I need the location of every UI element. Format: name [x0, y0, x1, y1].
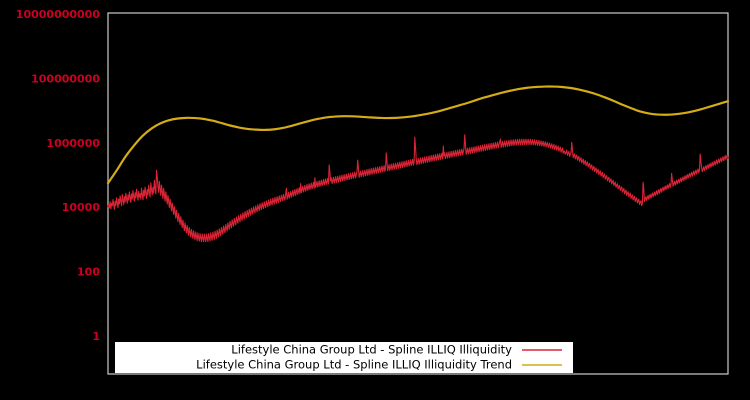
plot-area-background — [108, 13, 728, 374]
plot-area-frame — [107, 12, 729, 375]
chart-legend[interactable]: Lifestyle China Group Ltd - Spline ILLIQ… — [115, 342, 573, 373]
series-group — [106, 85, 730, 243]
y-axis-tick-label: 10000 — [62, 201, 101, 214]
series-line-trend — [106, 85, 730, 185]
y-axis-tick-label: 100000000 — [31, 72, 100, 85]
y-axis-tick-label: 1 — [92, 330, 100, 343]
legend-item-label: Lifestyle China Group Ltd - Spline ILLIQ… — [231, 343, 512, 357]
y-axis-tick-label: 1000000 — [46, 137, 100, 150]
legend-background — [115, 342, 573, 373]
series-line-illiquidity — [107, 134, 729, 243]
y-axis-tick-label: 10000000000 — [16, 8, 101, 21]
legend-item-label: Lifestyle China Group Ltd - Spline ILLIQ… — [196, 358, 512, 372]
y-axis-tick-label: 100 — [77, 266, 100, 279]
y-axis-tick-labels: 10000000000 100000000 1000000 10000 100 1 — [16, 8, 101, 343]
